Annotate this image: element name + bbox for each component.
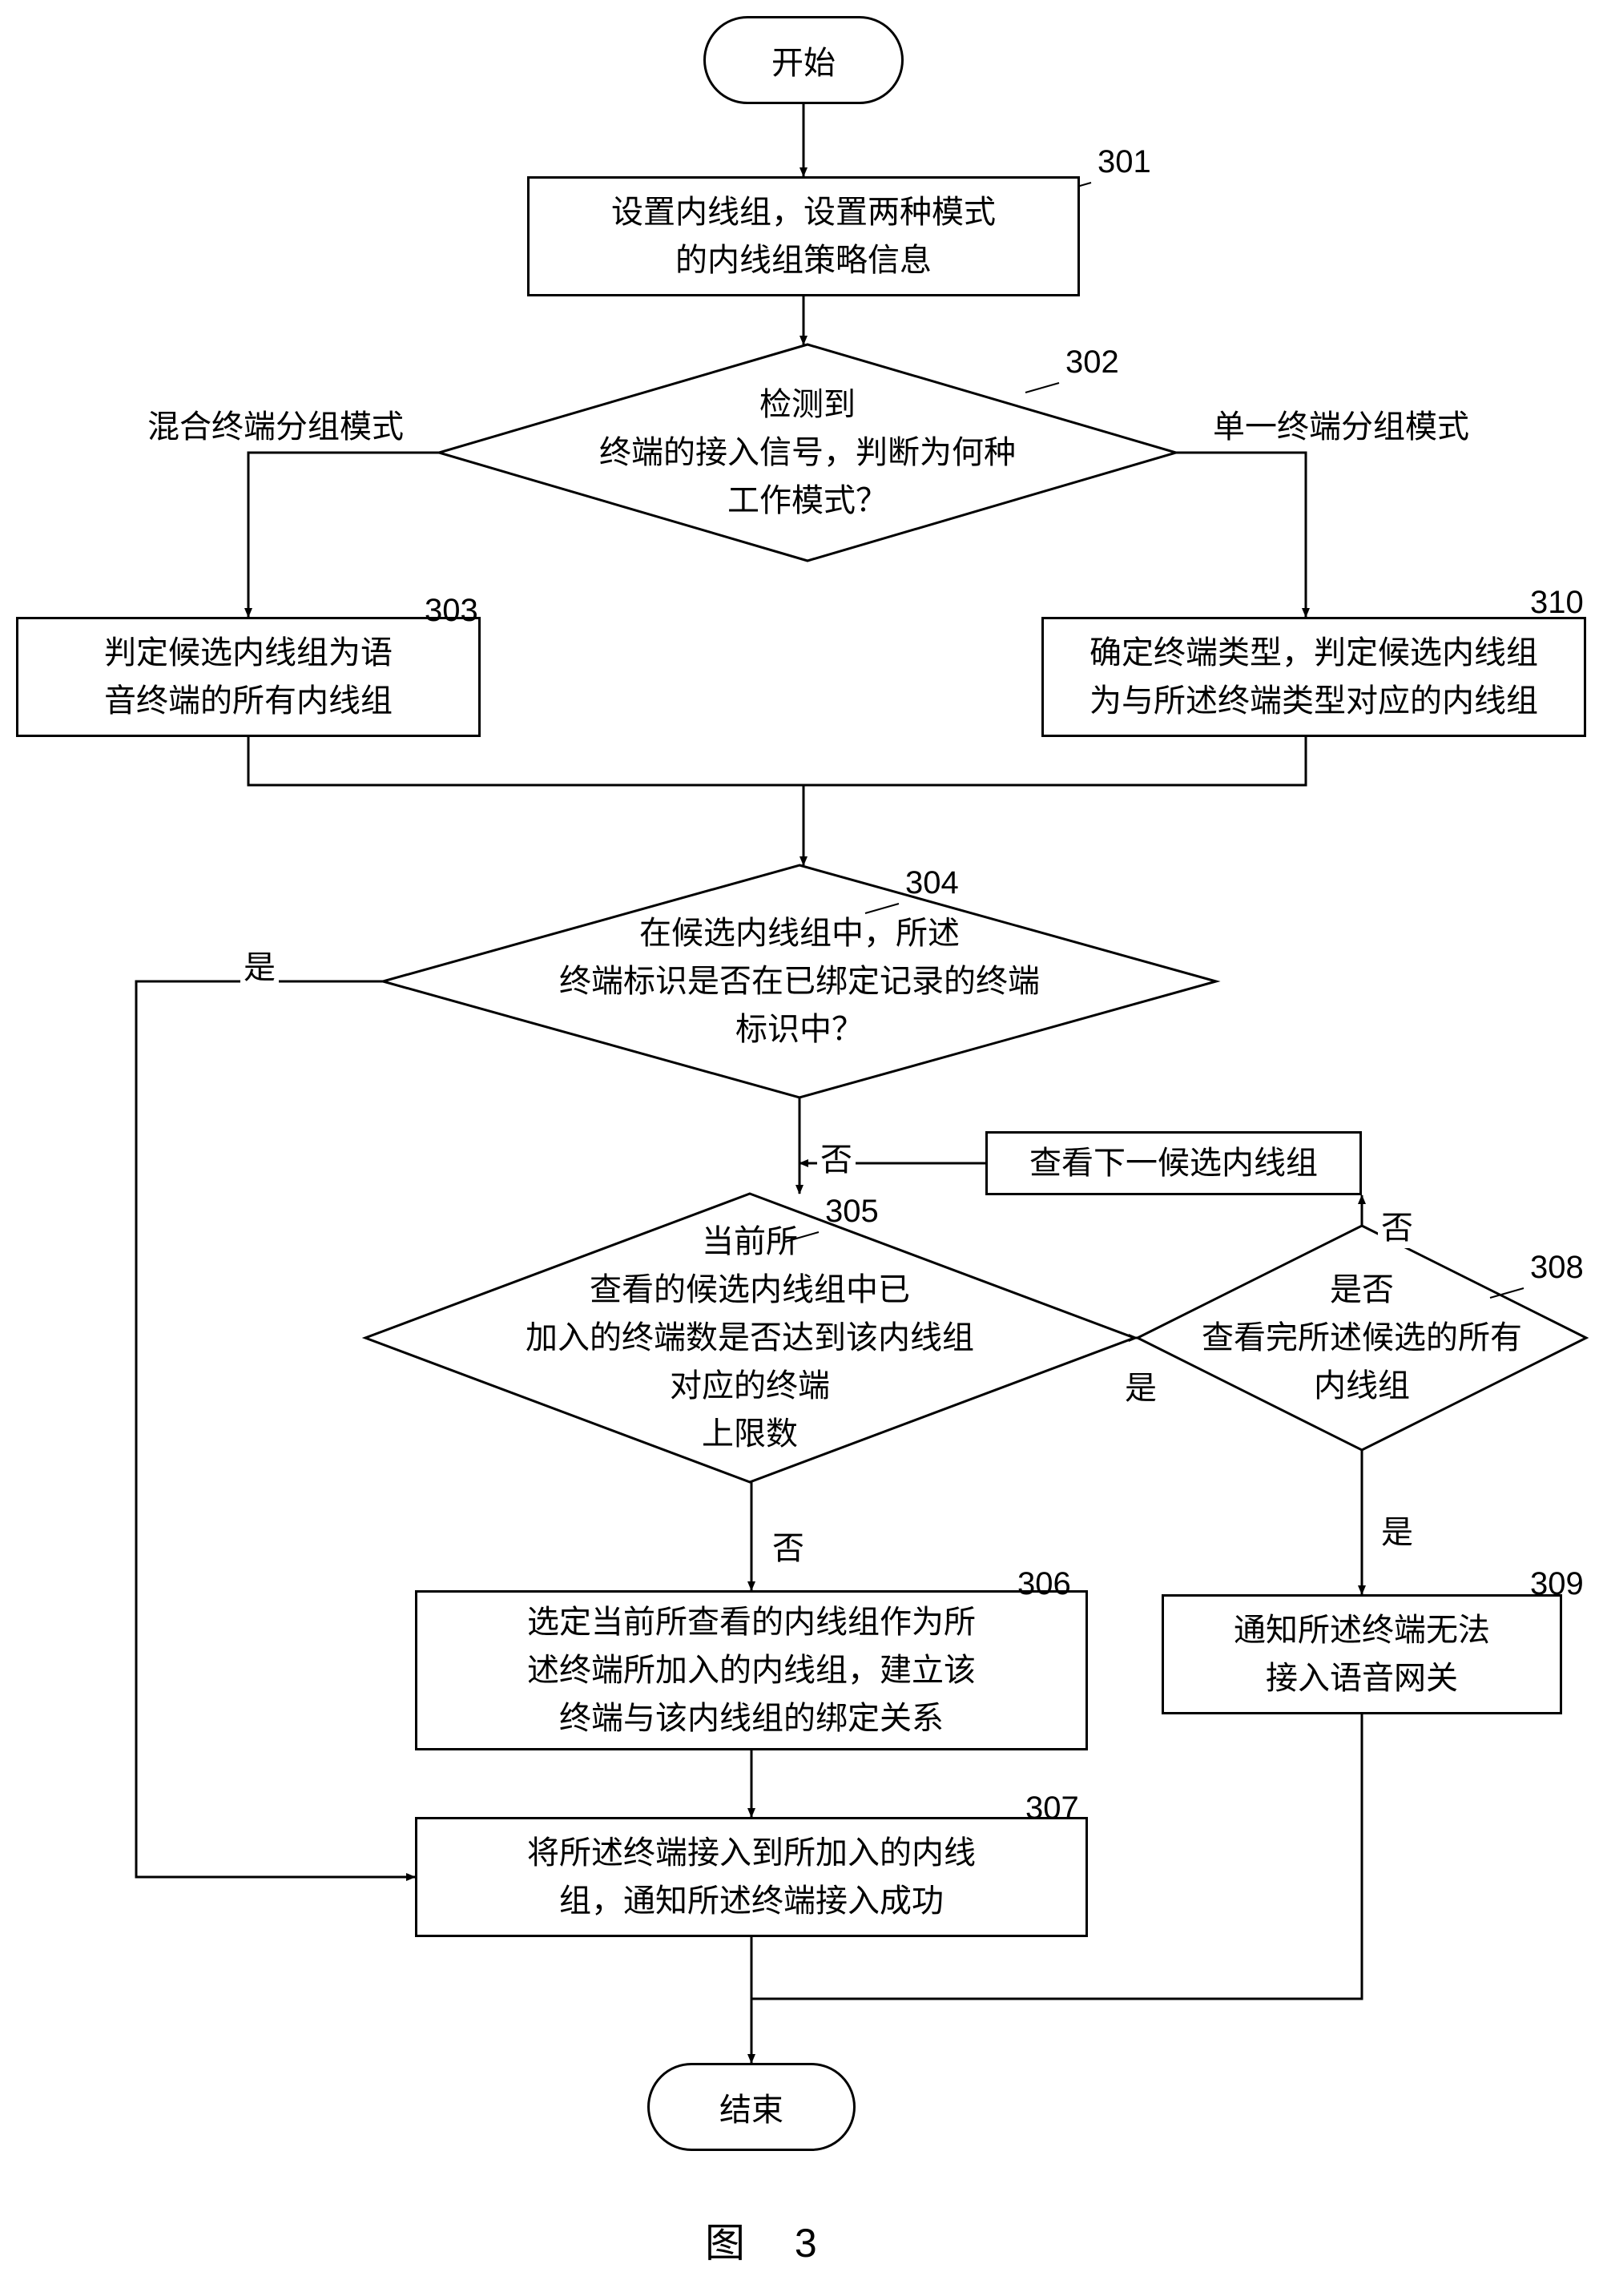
edge-label-e2l: 混合终端分组模式 [144,401,407,447]
edge-label-e2r: 单一终端分组模式 [1210,401,1472,447]
edge-label-e8yes: 是 [1378,1506,1416,1553]
step-label-306: 306 [1017,1566,1071,1602]
node-n308: 是否查看完所述候选的所有内线组 [1138,1226,1586,1450]
edge-e4yes [136,981,415,1877]
node-n301: 设置内线组，设置两种模式的内线组策略信息 [527,176,1080,296]
edge-label-e5no: 否 [769,1522,808,1569]
node-end: 结束 [647,2063,856,2151]
step-label-310: 310 [1530,585,1584,621]
node-n310: 确定终端类型，判定候选内线组为与所述终端类型对应的内线组 [1041,617,1586,737]
step-label-302: 302 [1065,344,1119,381]
diamond-n305 [365,1194,1134,1482]
edge-e2r [1176,453,1306,617]
node-n304: 在候选内线组中，所述终端标识是否在已绑定记录的终端标识中？ [383,865,1216,1098]
node-nNext: 查看下一候选内线组 [985,1131,1362,1195]
edge-label-e8no: 否 [1378,1202,1416,1248]
node-n303: 判定候选内线组为语音终端的所有内线组 [16,617,481,737]
edge-label-e5yes: 是 [1122,1362,1160,1408]
edge-label-e4yes: 是 [240,941,279,988]
node-n305: 当前所查看的候选内线组中已加入的终端数是否达到该内线组对应的终端上限数 [365,1194,1134,1482]
step-label-303: 303 [425,593,478,629]
step-label-305: 305 [825,1194,879,1230]
node-start: 开始 [703,16,904,104]
step-label-301: 301 [1098,144,1151,180]
step-label-308: 308 [1530,1250,1584,1286]
step-label-304: 304 [905,865,959,901]
figure-caption: 图 3 [705,2211,836,2269]
edge-e3l [248,737,804,849]
edge-e2l [248,453,439,617]
flowchart-canvas: 开始设置内线组，设置两种模式的内线组策略信息301检测到终端的接入信号，判断为何… [0,0,1603,2296]
node-n307: 将所述终端接入到所加入的内线组，通知所述终端接入成功 [415,1817,1088,1937]
diamond-n308 [1138,1226,1586,1450]
step-label-309: 309 [1530,1566,1584,1602]
edge-label-e4no: 否 [817,1134,856,1180]
diamond-n304 [383,865,1216,1098]
node-n306: 选定当前所查看的内线组作为所述终端所加入的内线组，建立该终端与该内线组的绑定关系 [415,1590,1088,1750]
node-n309: 通知所述终端无法接入语音网关 [1162,1594,1562,1714]
edge-e3r [804,737,1306,785]
step-label-307: 307 [1025,1790,1079,1827]
